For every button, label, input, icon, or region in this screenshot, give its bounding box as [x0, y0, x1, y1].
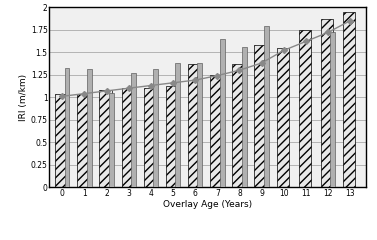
Bar — [131, 73, 136, 187]
Bar — [242, 47, 247, 187]
Bar — [188, 64, 200, 187]
Bar — [77, 94, 89, 187]
Bar — [220, 39, 225, 187]
Bar — [299, 30, 311, 187]
Bar — [210, 75, 222, 187]
Y-axis label: IRI (m/km): IRI (m/km) — [19, 74, 28, 121]
Bar — [166, 86, 178, 187]
Bar — [121, 88, 134, 187]
X-axis label: Overlay Age (Years): Overlay Age (Years) — [163, 200, 252, 209]
Bar — [254, 45, 267, 187]
Bar — [232, 64, 244, 187]
Bar — [264, 26, 269, 187]
Bar — [330, 32, 335, 187]
Bar — [109, 93, 114, 187]
Bar — [198, 63, 202, 187]
Bar — [55, 95, 67, 187]
Bar — [321, 19, 333, 187]
Bar — [175, 63, 180, 187]
Bar — [64, 68, 69, 187]
Bar — [144, 88, 156, 187]
Bar — [100, 90, 112, 187]
Bar — [343, 12, 355, 187]
Bar — [87, 69, 92, 187]
Bar — [153, 69, 158, 187]
Bar — [277, 48, 289, 187]
